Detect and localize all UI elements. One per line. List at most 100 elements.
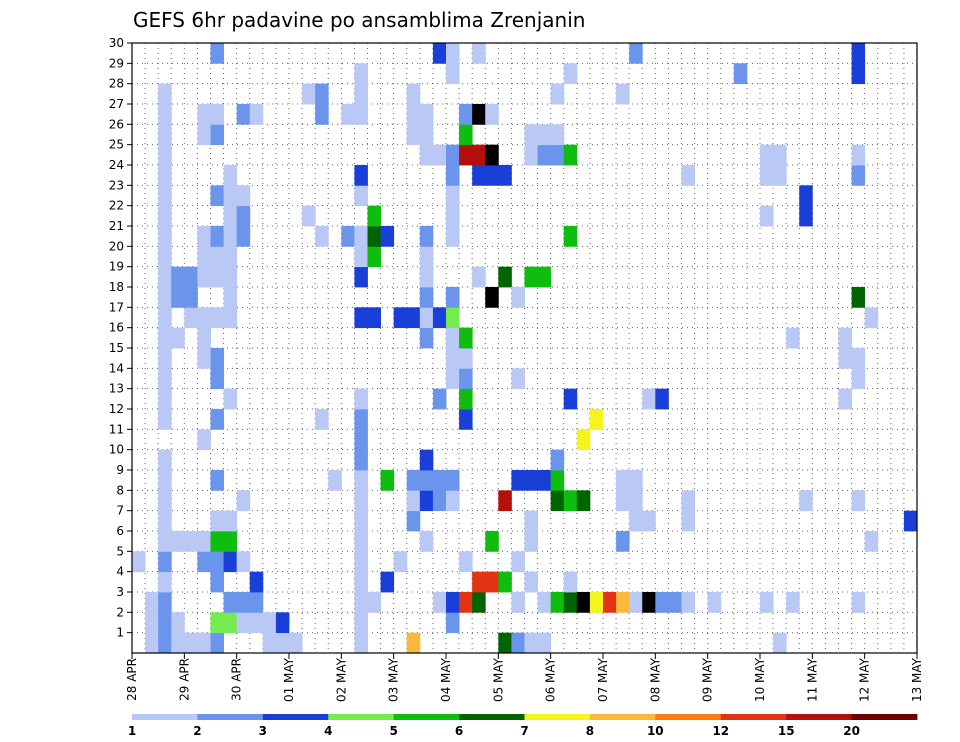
- heatmap-cell: [210, 470, 224, 491]
- heatmap-cell: [537, 632, 552, 654]
- heatmap-cell: [210, 571, 224, 593]
- heatmap-cell: [354, 388, 368, 410]
- legend-level-label: 4: [324, 724, 332, 738]
- heatmap-cell: [236, 104, 251, 125]
- heatmap-cell: [145, 612, 159, 634]
- heatmap-cell: [354, 449, 368, 471]
- heatmap-cell: [576, 490, 591, 512]
- heatmap-cell: [158, 307, 172, 329]
- heatmap-cell: [419, 226, 434, 247]
- heatmap-cell: [262, 612, 277, 634]
- heatmap-cell: [550, 470, 565, 491]
- heatmap-cell: [158, 409, 172, 430]
- heatmap-cell: [903, 510, 918, 532]
- heatmap-cell: [367, 226, 381, 247]
- heatmap-cell: [210, 124, 224, 146]
- legend-level-label: 5: [390, 724, 398, 738]
- heatmap-cell: [197, 246, 211, 268]
- heatmap-cell: [315, 409, 329, 430]
- y-tick-label: 30: [109, 36, 124, 50]
- heatmap-cell: [354, 185, 368, 207]
- y-tick-label: 10: [109, 443, 124, 457]
- heatmap-cell: [446, 307, 460, 329]
- heatmap-cell: [524, 510, 538, 532]
- heatmap-cell: [197, 226, 211, 247]
- heatmap-cell: [432, 307, 447, 329]
- heatmap-cell: [406, 470, 421, 491]
- heatmap-cell: [446, 592, 460, 613]
- heatmap-cell: [354, 104, 368, 125]
- heatmap-cell: [733, 63, 748, 85]
- y-tick-label: 17: [109, 300, 124, 314]
- y-tick-label: 5: [116, 544, 124, 558]
- heatmap-cell: [223, 246, 238, 268]
- heatmap-cell: [158, 144, 172, 166]
- heatmap-cell: [511, 287, 525, 308]
- heatmap-cell: [681, 490, 695, 512]
- heatmap-cell: [210, 551, 224, 573]
- heatmap-cell: [524, 571, 538, 593]
- heatmap-cell: [537, 266, 552, 288]
- heatmap-cell: [210, 632, 224, 654]
- heatmap-cell: [354, 165, 368, 186]
- heatmap-cell: [354, 246, 368, 268]
- heatmap-cell: [446, 185, 460, 207]
- heatmap-cell: [550, 144, 565, 166]
- y-tick-label: 20: [109, 239, 124, 253]
- heatmap-cell: [838, 348, 852, 369]
- y-tick-label: 14: [109, 361, 124, 375]
- y-tick-label: 26: [109, 117, 124, 131]
- heatmap-cell: [236, 490, 251, 512]
- heatmap-cell: [289, 632, 303, 654]
- heatmap-cell: [354, 83, 368, 105]
- heatmap-cell: [459, 327, 473, 349]
- heatmap-cell: [380, 470, 395, 491]
- heatmap-cell: [616, 531, 630, 552]
- heatmap-cell: [472, 144, 486, 166]
- legend-swatch: [197, 714, 264, 720]
- heatmap-cell: [459, 388, 473, 410]
- heatmap-cell: [302, 205, 316, 227]
- heatmap-cell: [681, 592, 695, 613]
- heatmap-cell: [367, 307, 381, 329]
- heatmap-cell: [184, 266, 198, 288]
- heatmap-cell: [432, 144, 447, 166]
- y-tick-label: 9: [116, 463, 124, 477]
- y-tick-label: 7: [116, 504, 124, 518]
- heatmap-cell: [158, 531, 172, 552]
- heatmap-cell: [576, 592, 591, 613]
- heatmap-cell: [851, 144, 866, 166]
- heatmap-cell: [511, 551, 525, 573]
- heatmap-cell: [171, 266, 185, 288]
- y-axis: 1234567891011121314151617181920212223242…: [109, 36, 132, 640]
- heatmap-cell: [354, 226, 368, 247]
- heatmap-cell: [210, 246, 224, 268]
- heatmap-cell: [197, 124, 211, 146]
- heatmap-cell: [158, 287, 172, 308]
- legend-level-label: 7: [520, 724, 528, 738]
- heatmap-cell: [616, 490, 630, 512]
- heatmap-cell: [302, 83, 316, 105]
- heatmap-cell: [459, 144, 473, 166]
- legend-swatch: [655, 714, 722, 720]
- x-tick-label: 12 MAY: [858, 657, 872, 702]
- heatmap-cell: [393, 307, 408, 329]
- heatmap-cell: [537, 592, 552, 613]
- heatmap-cell: [275, 612, 290, 634]
- heatmap-cell: [550, 124, 565, 146]
- heatmap-cell: [184, 531, 198, 552]
- heatmap-cell: [446, 205, 460, 227]
- heatmap-cell: [799, 490, 813, 512]
- heatmap-cell: [158, 368, 172, 390]
- heatmap-cell: [223, 307, 238, 329]
- heatmap-cell: [236, 551, 251, 573]
- legend-level-label: 15: [778, 724, 795, 738]
- y-tick-label: 12: [109, 402, 124, 416]
- heatmap-cell: [406, 124, 421, 146]
- heatmap-cell: [537, 124, 552, 146]
- heatmap-cell: [171, 632, 185, 654]
- heatmap-cell: [158, 348, 172, 369]
- heatmap-cell: [851, 490, 866, 512]
- heatmap-cell: [773, 632, 787, 654]
- heatmap-cell: [223, 612, 238, 634]
